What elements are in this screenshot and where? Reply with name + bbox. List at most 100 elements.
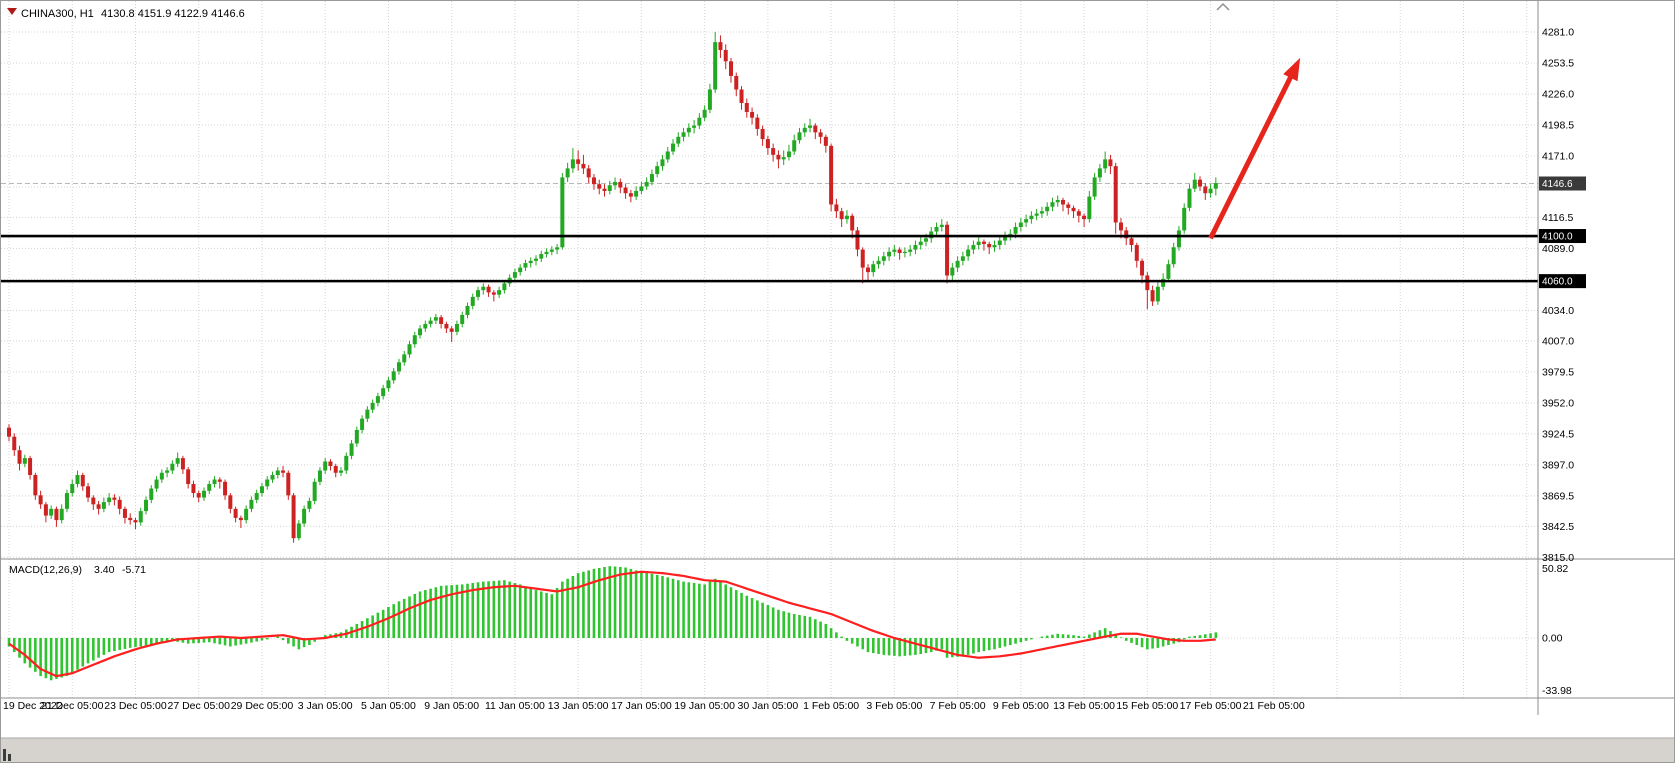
time-label: 23 Dec 05:00: [104, 700, 167, 712]
trend-arrow-head[interactable]: [1283, 57, 1301, 82]
candle-body: [607, 185, 612, 191]
candle-body: [70, 484, 75, 494]
symbol-marker-icon[interactable]: [7, 8, 17, 15]
candle-body: [613, 181, 618, 186]
candle-body: [581, 163, 586, 169]
status-bar: [1, 738, 1674, 762]
candle-body: [734, 75, 739, 90]
candle-body: [96, 504, 101, 509]
candle-body: [112, 497, 117, 500]
price-level-tag: [1539, 229, 1586, 244]
candle-body: [396, 362, 401, 372]
candle-body: [660, 159, 665, 167]
candle-body: [275, 470, 280, 476]
chart-grid: [1, 1, 1538, 698]
macd-label: MACD(12,26,9): [9, 564, 82, 576]
candle-body: [1092, 177, 1097, 197]
price-axis-area[interactable]: [1538, 1, 1675, 713]
candle-body: [1208, 188, 1213, 194]
time-label: 21 Dec 05:00: [41, 700, 104, 712]
candle-body: [302, 508, 307, 524]
current-price-tag: [1539, 176, 1586, 191]
candle-body: [892, 249, 897, 252]
candle-body: [718, 42, 723, 51]
candle-body: [349, 443, 354, 456]
candle-body: [444, 323, 449, 329]
time-axis-area[interactable]: [1, 698, 1538, 718]
ohlc-values: 4130.8 4151.9 4122.9 4146.6: [101, 8, 245, 20]
candle-body: [570, 159, 575, 169]
candle-body: [528, 260, 533, 264]
candle-body: [797, 132, 802, 141]
macd-indicator: [1, 566, 1538, 681]
horizontal-level-lines[interactable]: [1, 234, 1538, 283]
candle-body: [755, 117, 760, 129]
candle-body: [1039, 211, 1044, 214]
candle-body: [671, 143, 676, 152]
candle-body: [591, 177, 596, 185]
candle-body: [344, 455, 349, 471]
candle-body: [555, 247, 560, 250]
candle-body: [265, 479, 270, 487]
candle-body: [723, 50, 728, 62]
trend-arrow-shaft[interactable]: [1208, 71, 1296, 240]
candle-body: [887, 251, 892, 257]
candle-body: [902, 251, 907, 254]
candle-body: [7, 427, 11, 437]
candle-body: [22, 458, 27, 464]
candle-body: [776, 154, 781, 160]
time-label: 29 Dec 05:00: [231, 700, 294, 712]
candle-body: [1134, 245, 1139, 261]
candle-body: [12, 436, 17, 451]
trend-arrow[interactable]: [1208, 57, 1301, 240]
candle-body: [381, 388, 386, 397]
candle-body: [565, 168, 570, 178]
candle-body: [323, 461, 328, 471]
candle-body: [133, 520, 138, 523]
candle-body: [270, 475, 275, 480]
candle-body: [628, 193, 633, 197]
candle-body: [992, 245, 997, 248]
candle-body: [107, 497, 112, 503]
macd-pane-area[interactable]: [1, 559, 1538, 698]
candle-body: [207, 484, 212, 491]
candle-body: [1171, 247, 1176, 265]
time-label: 15 Feb 05:00: [1116, 700, 1178, 712]
candle-body: [802, 127, 807, 133]
candle-body: [1050, 202, 1055, 207]
candle-body: [692, 125, 697, 128]
candle-body: [1076, 211, 1081, 216]
candle-body: [428, 320, 433, 324]
candle-body: [1145, 275, 1150, 291]
candle-body: [386, 380, 391, 389]
candle-body: [829, 145, 834, 205]
candle-body: [407, 344, 412, 355]
candle-body: [175, 458, 180, 464]
candle-body: [360, 418, 365, 430]
candle-body: [1103, 159, 1108, 169]
candle-body: [750, 112, 755, 118]
candle-body: [1061, 199, 1065, 205]
time-label: 3 Jan 05:00: [298, 700, 353, 712]
candle-body: [312, 481, 317, 501]
time-label: 13 Feb 05:00: [1053, 700, 1115, 712]
candle-body: [281, 470, 286, 473]
candle-body: [217, 479, 222, 482]
candle-body: [818, 132, 823, 137]
price-level-tag-text: 4100.0: [1542, 232, 1573, 243]
candle-body: [1113, 166, 1118, 223]
candle-body: [871, 264, 876, 273]
chart-shift-marker-icon[interactable]: [1216, 2, 1230, 11]
candle-body: [1024, 219, 1029, 223]
time-label: 7 Feb 05:00: [930, 700, 986, 712]
candle-body: [486, 286, 491, 293]
window-grip: [8, 754, 11, 761]
price-label: 4089.0: [1542, 243, 1574, 255]
axis-labels: 4281.0 4253.5 4226.0 4198.5 4171.0 4116.5 4089…: [1539, 27, 1586, 697]
candle-body: [196, 493, 201, 498]
price-label: 4281.0: [1542, 27, 1574, 39]
candle-body: [481, 286, 486, 291]
candle-body: [739, 89, 744, 104]
candle-body: [201, 490, 206, 498]
